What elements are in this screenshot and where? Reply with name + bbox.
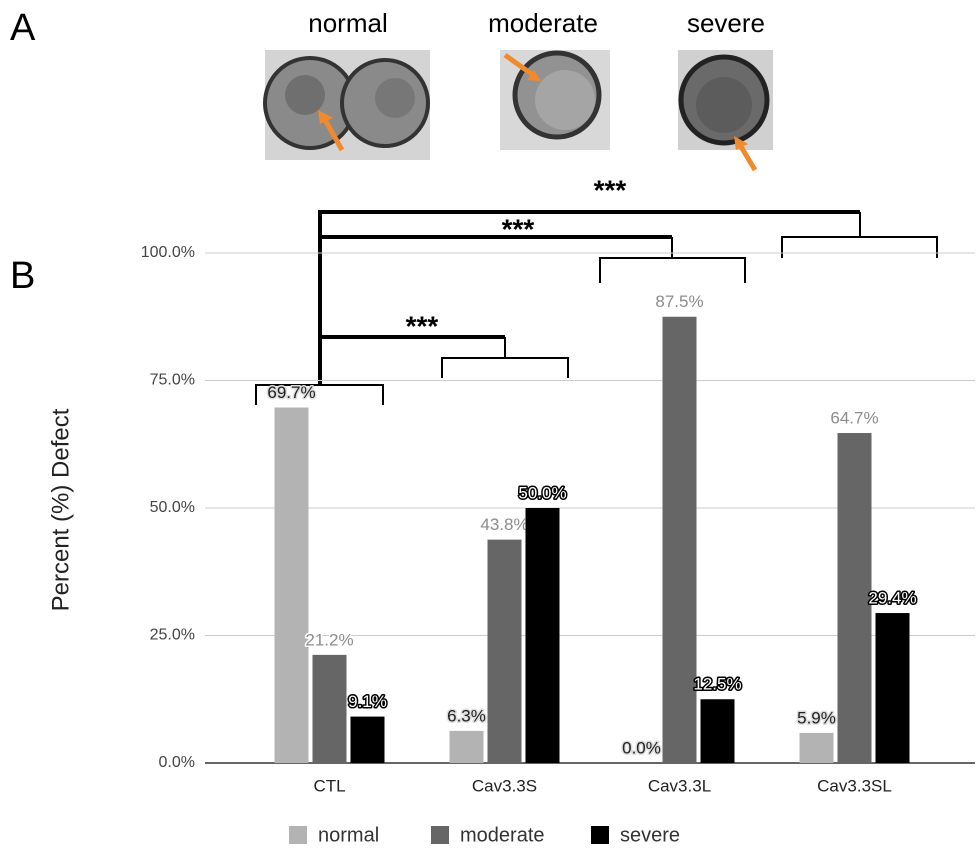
- value-label: 64.7%: [830, 409, 878, 428]
- significance: ***: [406, 310, 439, 341]
- panel-label: B: [10, 255, 35, 297]
- bar: [275, 408, 309, 763]
- bracket: [600, 237, 745, 283]
- bar: [876, 613, 910, 763]
- embryo-core: [696, 77, 752, 133]
- y-tick-label: 25.0%: [150, 627, 195, 644]
- figure: A B normal moderate severe *** *** *** P…: [0, 0, 979, 850]
- embryo-core: [375, 78, 415, 118]
- bar: [800, 733, 834, 763]
- value-label: 5.9%: [797, 708, 836, 727]
- y-tick-label: 100.0%: [141, 244, 195, 261]
- value-label: 9.1%: [348, 692, 387, 711]
- legend-label: normal: [318, 824, 379, 846]
- y-axis-title: Percent (%) Defect: [47, 408, 74, 611]
- x-tick-label: CTL: [313, 776, 345, 795]
- y-tick-label: 0.0%: [159, 754, 195, 771]
- x-tick-label: Cav3.3S: [472, 776, 537, 795]
- bracket: [442, 337, 568, 378]
- value-label: 12.5%: [693, 675, 741, 694]
- bar: [526, 508, 560, 763]
- comparison-line: [320, 212, 860, 385]
- image-label: moderate: [488, 8, 598, 38]
- value-label: 43.8%: [480, 515, 528, 534]
- value-label: 0.0%: [622, 738, 661, 757]
- x-tick-label: Cav3.3L: [648, 776, 711, 795]
- y-tick-label: 75.0%: [150, 372, 195, 389]
- bar: [450, 731, 484, 763]
- value-label: 87.5%: [655, 292, 703, 311]
- value-label: 21.2%: [305, 630, 353, 649]
- image-label: severe: [687, 8, 765, 38]
- bracket: [782, 212, 937, 258]
- bar: [351, 717, 385, 763]
- significance: ***: [594, 174, 627, 205]
- legend-label: severe: [620, 824, 680, 846]
- legend-label: moderate: [460, 824, 545, 846]
- x-tick-label: Cav3.3SL: [817, 776, 892, 795]
- significance: ***: [502, 213, 535, 244]
- image-label: normal: [308, 8, 387, 38]
- value-label: 6.3%: [447, 706, 486, 725]
- value-label: 69.7%: [267, 383, 315, 402]
- bar: [838, 433, 872, 763]
- y-tick-label: 50.0%: [150, 499, 195, 516]
- legend-swatch: [431, 826, 449, 844]
- legend-swatch: [591, 826, 609, 844]
- bar: [313, 655, 347, 763]
- bar: [663, 317, 697, 763]
- legend-swatch: [289, 826, 307, 844]
- plot: 0.0% 25.0% 50.0% 75.0% 100.0% CTL 69.7% 21.2% 9.…: [141, 244, 975, 846]
- embryo-core: [285, 75, 325, 115]
- value-label: 50.0%: [518, 483, 566, 502]
- embryo-core: [535, 70, 595, 130]
- embryo-images: [265, 50, 773, 170]
- bar: [701, 699, 735, 763]
- value-label: 29.4%: [868, 589, 916, 608]
- bar: [488, 540, 522, 763]
- panel-label: A: [10, 7, 36, 49]
- significance-brackets: [256, 212, 937, 405]
